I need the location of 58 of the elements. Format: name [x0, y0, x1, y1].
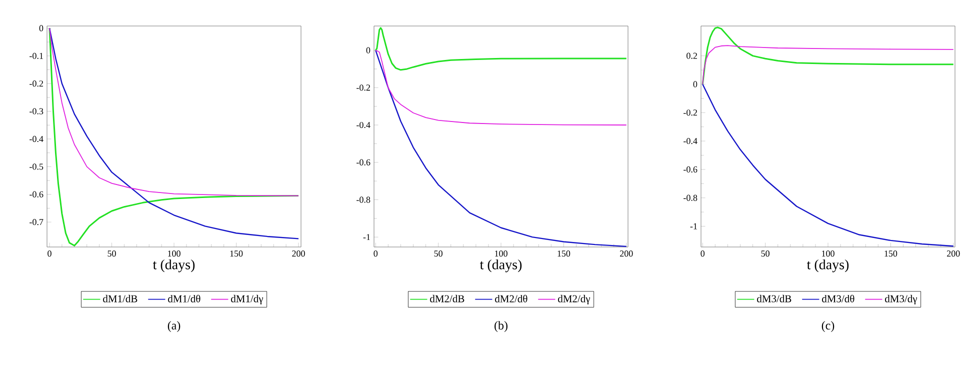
text: (c)	[822, 321, 834, 332]
y-tick-label: -0.2	[356, 84, 370, 91]
y-tick-label: -0.6	[684, 166, 698, 172]
x-axis-title: t (days)	[152, 259, 195, 272]
text: (a)	[168, 321, 180, 332]
legend-label: dM2/dB	[430, 294, 464, 302]
y-tick-label: -1	[690, 223, 697, 230]
y-tick-label: 0	[366, 47, 370, 54]
y-tick-label: 0.2	[686, 52, 697, 59]
y-tick-label: -0.2	[684, 110, 697, 116]
y-tick-label: -0.6	[356, 159, 370, 166]
x-tick-label: 200	[947, 250, 960, 257]
x-tick-label: 100	[822, 250, 834, 257]
y-tick-label: -0.3	[30, 108, 44, 114]
x-tick-label: 50	[761, 250, 770, 257]
legend-label: dM3/dγ	[885, 294, 918, 304]
line-series	[374, 27, 628, 71]
x-tick-label: 200	[620, 250, 633, 257]
y-tick-label: -0.6	[30, 191, 44, 198]
x-tick-label: 150	[884, 250, 898, 257]
y-tick-label: -1	[363, 234, 370, 240]
legend-label: dM3/dB	[757, 294, 792, 302]
x-tick-label: 100	[495, 250, 508, 257]
y-tick-label: -0.4	[356, 122, 370, 128]
x-tick-label: 200	[292, 250, 305, 257]
x-tick-label: 0	[48, 250, 52, 257]
y-tick-label: 0	[693, 81, 698, 88]
line-series	[702, 84, 954, 247]
y-tick-label: -0.4	[30, 136, 44, 142]
y-tick-label: -0.7	[30, 219, 44, 226]
line-series	[375, 50, 627, 248]
x-axis-title: t (days)	[480, 259, 522, 272]
y-tick-label: -0.8	[684, 194, 698, 201]
y-tick-label: -0.2	[30, 80, 43, 87]
legend-label: dM1/dB	[103, 294, 138, 302]
x-tick-label: 0	[374, 250, 378, 257]
legend-label: dM3/dθ	[822, 294, 854, 302]
x-tick-label: 100	[168, 250, 180, 257]
y-tick-label: -0.4	[684, 138, 698, 144]
x-tick-label: 50	[108, 250, 116, 257]
x-tick-label: 150	[558, 250, 570, 257]
line-series	[49, 28, 299, 196]
y-tick-label: 0	[39, 25, 44, 32]
legend-label: dM1/dθ	[168, 294, 200, 302]
x-tick-label: 150	[230, 250, 243, 257]
y-tick-label: -0.8	[356, 196, 370, 203]
x-tick-label: 0	[700, 250, 705, 257]
y-tick-label: -0.5	[30, 164, 44, 170]
legend-label: dM2/dθ	[495, 294, 528, 302]
legend-label: dM1/dγ	[231, 294, 264, 304]
y-tick-label: -0.1	[30, 52, 43, 59]
text: (b)	[494, 321, 508, 332]
line-series	[702, 45, 954, 85]
line-series	[375, 50, 627, 126]
x-axis-title: t (days)	[806, 259, 849, 272]
x-tick-label: 50	[434, 250, 442, 257]
legend-label: dM2/dγ	[558, 294, 590, 304]
line-series	[702, 26, 954, 85]
